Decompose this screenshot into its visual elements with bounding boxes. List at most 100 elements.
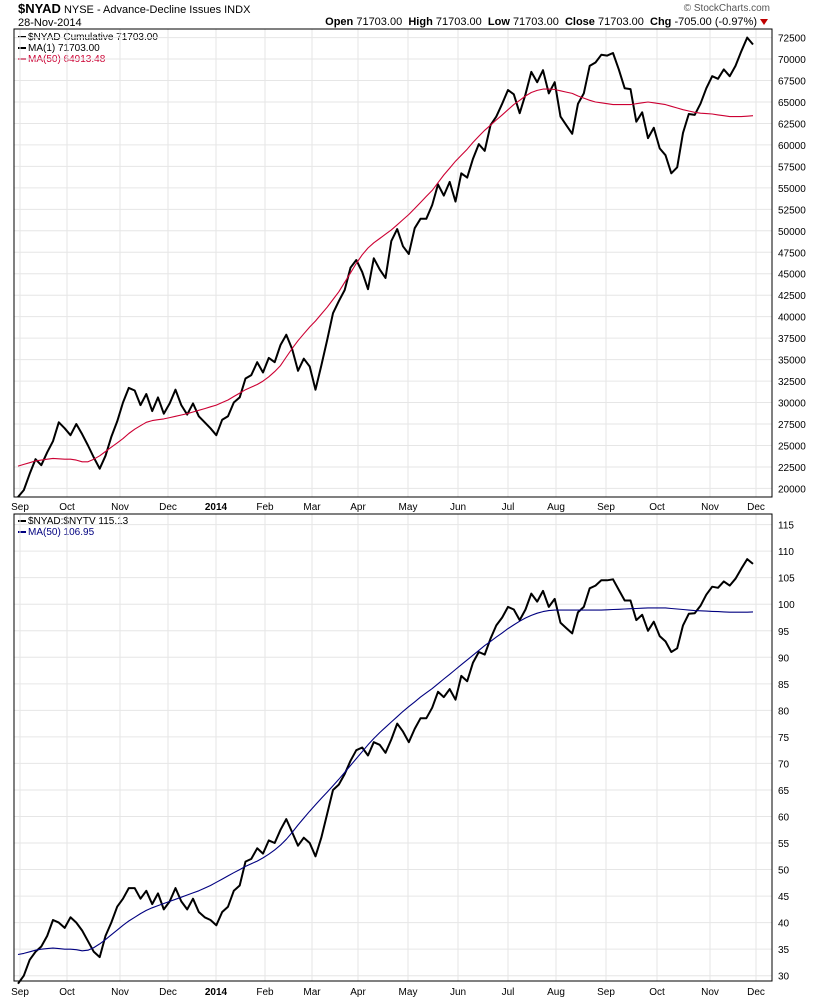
x-tick-label: Oct xyxy=(649,502,665,513)
x-tick-label: Dec xyxy=(747,502,765,513)
plot-frame xyxy=(13,28,773,498)
x-tick-label: May xyxy=(399,502,418,513)
y-tick-label: 27500 xyxy=(778,420,806,431)
x-tick-label: Nov xyxy=(111,987,129,998)
change-value: -705.00 (-0.97%) xyxy=(674,16,757,28)
y-tick-label: 45 xyxy=(778,892,790,903)
y-tick-label: 115 xyxy=(778,521,794,532)
y-tick-label: 70000 xyxy=(778,55,806,66)
x-tick-label: Jun xyxy=(450,502,466,513)
price-line xyxy=(17,558,754,985)
y-tick-label: 40 xyxy=(778,919,790,930)
x-tick-label: Dec xyxy=(747,987,765,998)
y-tick-label: 55 xyxy=(778,839,790,850)
y-tick-label: 37500 xyxy=(778,334,806,345)
chart-date: 28-Nov-2014 xyxy=(18,17,82,29)
low-value: 71703.00 xyxy=(512,16,559,28)
legend-item-ma1: MA(1) 71703.00 xyxy=(18,43,158,54)
y-tick-label: 105 xyxy=(778,574,795,585)
y-tick-label: 35000 xyxy=(778,356,806,367)
x-tick-label: Feb xyxy=(256,987,274,998)
y-tick-label: 100 xyxy=(778,600,795,611)
y-tick-label: 72500 xyxy=(778,34,806,45)
change-label: Chg xyxy=(650,16,672,28)
symbol-description: NYSE - Advance-Decline Issues INDX xyxy=(63,4,251,16)
lower-legend: $NYAD:$NYTV 115.13 MA(50) 106.95 xyxy=(18,516,128,538)
y-tick-label: 57500 xyxy=(778,162,806,173)
x-tick-label: May xyxy=(399,987,418,998)
legend-item-ma50: MA(50) 106.95 xyxy=(18,527,128,538)
legend-item-ratio: $NYAD:$NYTV 115.13 xyxy=(18,516,128,527)
x-tick-label: Feb xyxy=(256,502,274,513)
x-tick-label: Sep xyxy=(11,987,29,998)
x-tick-label: Dec xyxy=(159,502,177,513)
y-tick-label: 85 xyxy=(778,680,790,691)
ohlc-readout: Open 71703.00 High 71703.00 Low 71703.00… xyxy=(325,16,768,28)
y-tick-label: 60000 xyxy=(778,141,806,152)
y-tick-label: 50000 xyxy=(778,227,806,238)
x-tick-label: Apr xyxy=(350,502,366,513)
price-line xyxy=(17,36,754,498)
x-tick-label: Oct xyxy=(59,987,75,998)
symbol: $NYAD xyxy=(18,1,61,16)
x-tick-label: Jul xyxy=(502,987,515,998)
x-tick-label: Jun xyxy=(450,987,466,998)
y-tick-label: 75 xyxy=(778,733,790,744)
y-tick-label: 65000 xyxy=(778,98,806,109)
y-tick-label: 67500 xyxy=(778,77,806,88)
legend-label: $NYAD:$NYTV 115.13 xyxy=(28,516,129,527)
open-value: 71703.00 xyxy=(356,16,403,28)
legend-swatch xyxy=(18,531,26,534)
brand-watermark: © StockCharts.com xyxy=(683,3,770,14)
x-tick-label: Oct xyxy=(59,502,75,513)
high-label: High xyxy=(408,16,433,28)
x-tick-label: Mar xyxy=(303,987,321,998)
y-tick-label: 60 xyxy=(778,812,790,823)
x-tick-label: Jul xyxy=(502,502,515,513)
y-tick-label: 47500 xyxy=(778,248,806,259)
legend-swatch xyxy=(18,520,26,523)
x-tick-label: Dec xyxy=(159,987,177,998)
x-tick-label: 2014 xyxy=(205,502,228,513)
y-tick-label: 30000 xyxy=(778,399,806,410)
y-tick-label: 32500 xyxy=(778,377,806,388)
y-tick-label: 52500 xyxy=(778,205,806,216)
y-tick-label: 90 xyxy=(778,653,790,664)
y-tick-label: 20000 xyxy=(778,484,806,495)
down-arrow-icon xyxy=(760,19,768,26)
y-tick-label: 55000 xyxy=(778,184,806,195)
plot-frame xyxy=(13,513,773,982)
y-tick-label: 80 xyxy=(778,706,790,717)
legend-swatch xyxy=(18,47,26,50)
x-tick-label: Mar xyxy=(303,502,321,513)
y-tick-label: 62500 xyxy=(778,119,806,130)
chart-header-title: $NYAD NYSE - Advance-Decline Issues INDX xyxy=(18,1,250,16)
x-tick-label: Nov xyxy=(111,502,129,513)
x-tick-label: Apr xyxy=(350,987,366,998)
y-tick-label: 65 xyxy=(778,786,790,797)
close-label: Close xyxy=(564,16,595,28)
low-label: Low xyxy=(487,16,510,28)
ma50-line xyxy=(17,88,754,467)
high-value: 71703.00 xyxy=(435,16,482,28)
x-tick-label: Oct xyxy=(649,987,665,998)
y-tick-label: 110 xyxy=(778,547,794,558)
x-tick-label: Nov xyxy=(701,987,719,998)
open-label: Open xyxy=(325,16,354,28)
y-tick-label: 45000 xyxy=(778,270,806,281)
x-tick-label: 2014 xyxy=(205,987,228,998)
legend-label: MA(1) 71703.00 xyxy=(28,43,100,54)
y-tick-label: 95 xyxy=(778,627,790,638)
y-tick-label: 42500 xyxy=(778,291,806,302)
y-tick-label: 22500 xyxy=(778,463,806,474)
x-tick-label: Aug xyxy=(547,987,565,998)
y-tick-label: 30 xyxy=(778,972,790,983)
ma50-line xyxy=(17,607,754,956)
x-tick-label: Aug xyxy=(547,502,565,513)
x-tick-label: Nov xyxy=(701,502,719,513)
y-tick-label: 40000 xyxy=(778,313,806,324)
y-tick-label: 25000 xyxy=(778,441,806,452)
y-tick-label: 50 xyxy=(778,866,790,877)
y-tick-label: 35 xyxy=(778,945,790,956)
